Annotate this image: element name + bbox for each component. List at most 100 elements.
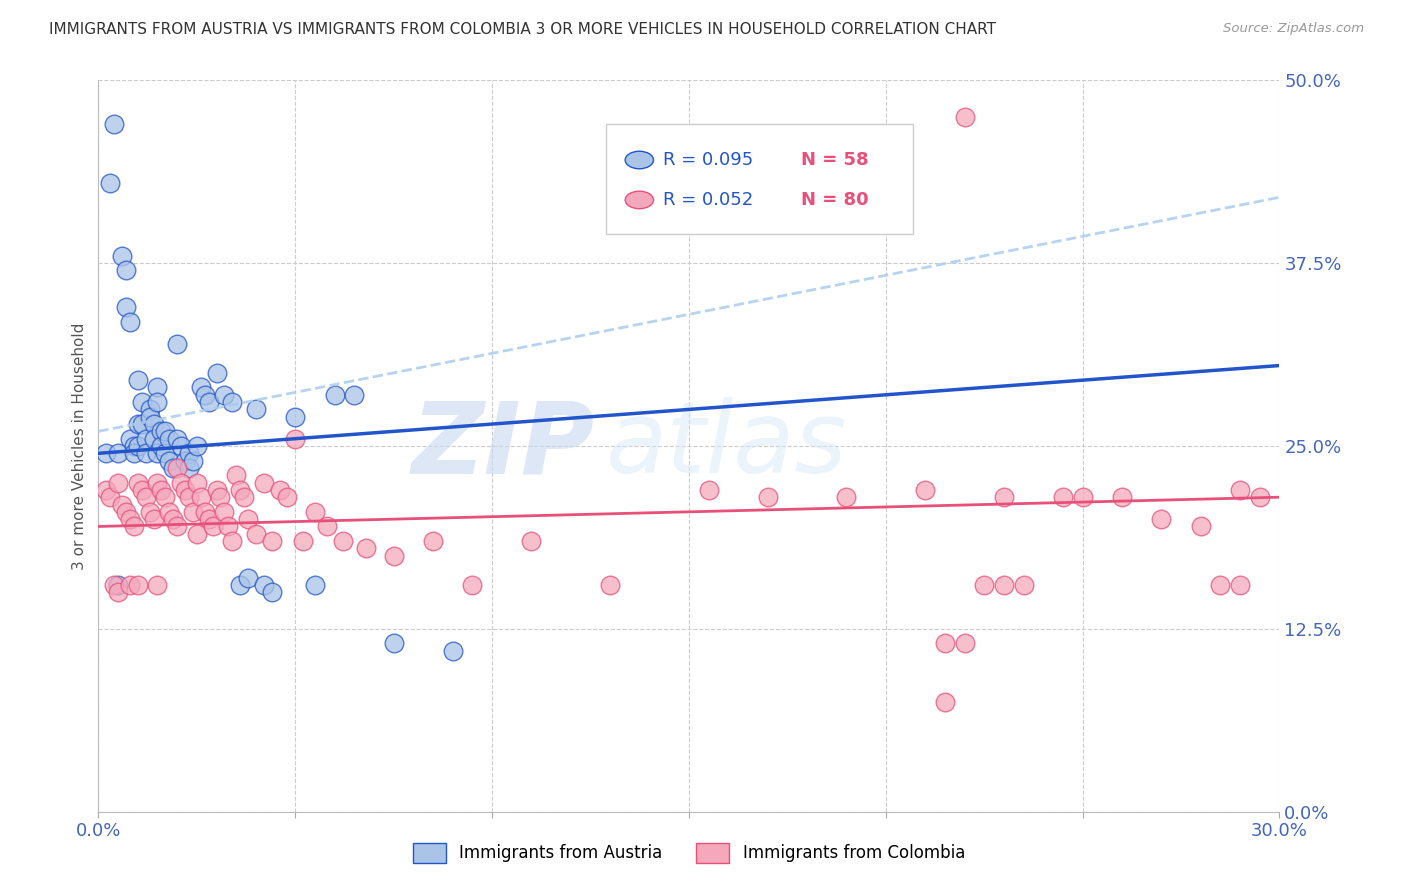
Point — [343, 388, 366, 402]
Point — [146, 446, 169, 460]
Point — [205, 366, 228, 380]
Point — [260, 534, 283, 549]
Point — [157, 453, 180, 467]
Point — [131, 395, 153, 409]
Point — [181, 505, 204, 519]
Point — [205, 483, 228, 497]
Point — [177, 461, 200, 475]
Point — [209, 490, 232, 504]
Point — [103, 578, 125, 592]
Point — [304, 505, 326, 519]
FancyBboxPatch shape — [606, 124, 914, 234]
Point — [1229, 578, 1251, 592]
Point — [190, 380, 212, 394]
Point — [284, 432, 307, 446]
Point — [127, 417, 149, 431]
Point — [461, 578, 484, 592]
Point — [221, 534, 243, 549]
Point — [135, 446, 157, 460]
Point — [111, 249, 134, 263]
Point — [186, 475, 208, 490]
Point — [181, 453, 204, 467]
Point — [756, 490, 779, 504]
Point — [201, 519, 224, 533]
Point — [138, 402, 160, 417]
Point — [292, 534, 315, 549]
Point — [245, 402, 267, 417]
Point — [599, 578, 621, 592]
Point — [118, 315, 141, 329]
Point — [107, 578, 129, 592]
Point — [186, 439, 208, 453]
Point — [127, 578, 149, 592]
Point — [914, 483, 936, 497]
Point — [422, 534, 444, 549]
Point — [135, 490, 157, 504]
Point — [253, 578, 276, 592]
Point — [245, 526, 267, 541]
Point — [131, 417, 153, 431]
Point — [127, 475, 149, 490]
Point — [214, 388, 236, 402]
Point — [138, 505, 160, 519]
Point — [142, 512, 165, 526]
Point — [157, 505, 180, 519]
Point — [122, 446, 145, 460]
Point — [170, 439, 193, 453]
Text: N = 58: N = 58 — [801, 151, 869, 169]
Point — [166, 461, 188, 475]
Point — [284, 409, 307, 424]
Point — [217, 519, 239, 533]
Point — [934, 695, 956, 709]
Point — [135, 432, 157, 446]
Point — [1052, 490, 1074, 504]
Text: N = 80: N = 80 — [801, 191, 869, 209]
Point — [127, 439, 149, 453]
Y-axis label: 3 or more Vehicles in Household: 3 or more Vehicles in Household — [72, 322, 87, 570]
Point — [934, 636, 956, 650]
Point — [138, 409, 160, 424]
Point — [993, 578, 1015, 592]
Point — [118, 578, 141, 592]
Point — [162, 512, 184, 526]
Point — [520, 534, 543, 549]
Point — [225, 468, 247, 483]
Point — [197, 395, 219, 409]
Point — [150, 483, 173, 497]
Point — [142, 432, 165, 446]
Point — [115, 263, 138, 277]
Point — [174, 453, 197, 467]
Point — [150, 425, 173, 439]
Point — [229, 483, 252, 497]
Point — [166, 519, 188, 533]
Point — [236, 571, 259, 585]
Text: atlas: atlas — [606, 398, 848, 494]
Point — [229, 578, 252, 592]
Point — [953, 636, 976, 650]
Point — [236, 512, 259, 526]
Point — [1229, 483, 1251, 497]
Point — [1189, 519, 1212, 533]
Point — [155, 425, 177, 439]
Point — [354, 541, 377, 556]
Point — [98, 176, 121, 190]
Point — [107, 446, 129, 460]
Point — [127, 373, 149, 387]
Point — [111, 498, 134, 512]
Legend: Immigrants from Austria, Immigrants from Colombia: Immigrants from Austria, Immigrants from… — [406, 837, 972, 869]
Point — [155, 490, 177, 504]
Point — [973, 578, 995, 592]
Point — [276, 490, 298, 504]
Point — [382, 636, 405, 650]
Point — [190, 490, 212, 504]
Point — [260, 585, 283, 599]
Point — [1209, 578, 1232, 592]
Point — [194, 505, 217, 519]
Point — [150, 439, 173, 453]
Point — [1111, 490, 1133, 504]
Circle shape — [626, 152, 654, 169]
Point — [122, 439, 145, 453]
Point — [1150, 512, 1173, 526]
Point — [142, 417, 165, 431]
Point — [382, 549, 405, 563]
